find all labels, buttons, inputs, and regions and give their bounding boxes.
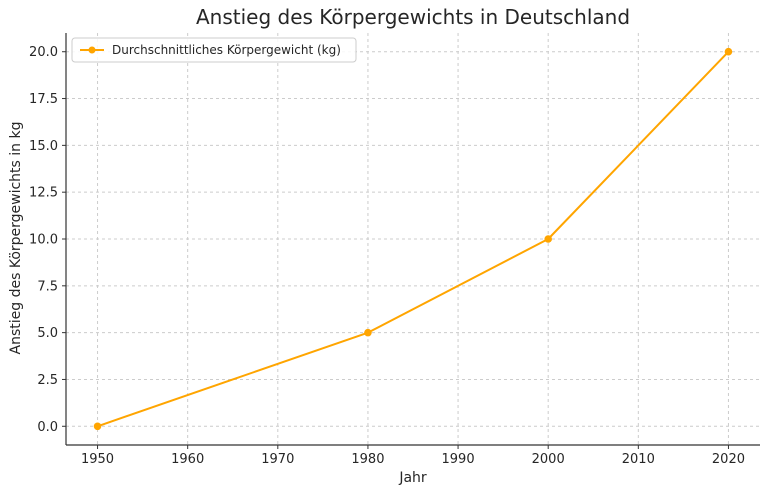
y-tick-label: 17.5 bbox=[29, 92, 58, 107]
data-point bbox=[544, 235, 552, 243]
legend-box bbox=[71, 37, 357, 63]
y-tick-label: 2.5 bbox=[37, 373, 58, 388]
legend-entry: Durchschnittliches Körpergewicht (kg) bbox=[112, 43, 341, 57]
legend-point-marker bbox=[88, 46, 96, 54]
x-tick-label: 2020 bbox=[712, 452, 745, 467]
x-axis-label: Jahr bbox=[398, 470, 427, 486]
y-tick-label: 15.0 bbox=[29, 139, 58, 154]
y-tick-label: 5.0 bbox=[37, 326, 58, 341]
data-point bbox=[724, 47, 733, 56]
data-point bbox=[364, 328, 372, 337]
y-tick-label: 0.0 bbox=[37, 420, 58, 435]
chart-title: Anstieg des Körpergewichts in Deutschlan… bbox=[196, 5, 630, 29]
y-tick-label: 20.0 bbox=[29, 45, 58, 60]
x-tick-label: 1980 bbox=[351, 452, 384, 467]
y-tick-label: 7.5 bbox=[37, 279, 58, 294]
data-point bbox=[93, 422, 102, 431]
x-tick-label: 2010 bbox=[622, 452, 655, 467]
legend: Durchschnittliches Körpergewicht (kg) bbox=[71, 37, 357, 63]
series-layer bbox=[93, 47, 733, 431]
y-tick-label: 10.0 bbox=[29, 233, 58, 248]
x-tick-label: 1960 bbox=[171, 452, 204, 467]
x-tick-label: 1950 bbox=[81, 452, 114, 467]
y-tick-label: 12.5 bbox=[29, 186, 58, 201]
grid bbox=[66, 33, 760, 445]
tick-labels: 1950 1960 1970 1980 1990 2000 2010 2020 0.0 2.5 5.… bbox=[29, 45, 745, 467]
y-axis-label: Anstieg des Körpergewichts in kg bbox=[8, 122, 24, 355]
x-tick-label: 2000 bbox=[532, 452, 565, 467]
x-tick-label: 1970 bbox=[261, 452, 294, 467]
series-line bbox=[96, 50, 730, 428]
x-tick-label: 1990 bbox=[442, 452, 475, 467]
